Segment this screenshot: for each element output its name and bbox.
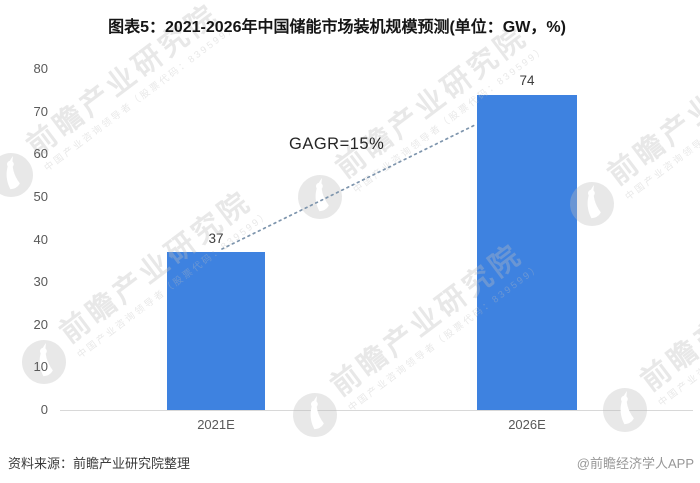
qianzhan-logo-icon xyxy=(0,153,33,197)
qianzhan-logo-icon xyxy=(298,175,342,219)
watermark: 前瞻产业研究院 中国产业咨询领导者（股票代码：839599） xyxy=(561,24,700,235)
watermark-main-text: 前瞻产业研究院 xyxy=(635,233,700,398)
source-note: 资料来源：前瞻产业研究院整理 xyxy=(8,456,191,471)
y-tick-label: 70 xyxy=(33,103,48,119)
y-tick-label: 10 xyxy=(33,359,48,375)
y-tick-label: 50 xyxy=(33,188,48,204)
qianzhan-logo-icon xyxy=(21,340,66,384)
footer: 资料来源：前瞻产业研究院整理 @前瞻经济学人APP xyxy=(8,453,694,472)
x-axis-line xyxy=(60,410,693,411)
bar-value-label: 37 xyxy=(208,231,224,247)
qianzhan-logo-icon xyxy=(293,393,337,437)
y-tick-label: 0 xyxy=(40,402,48,417)
bar-value-label: 74 xyxy=(519,73,535,89)
x-tick-2026e: 2026E xyxy=(508,417,546,432)
bar-2021e: 37 xyxy=(167,231,265,410)
y-tick-label: 60 xyxy=(33,146,48,162)
x-tick-2021e: 2021E xyxy=(197,417,235,432)
bar-rect-2026e xyxy=(477,94,577,410)
bar-rect-2021e xyxy=(167,252,265,410)
watermark-main-text: 前瞻产业研究院 xyxy=(602,27,700,192)
credit-note: @前瞻经济学人APP xyxy=(576,456,694,471)
cagr-annotation: GAGR=15% xyxy=(289,135,385,153)
y-tick-label: 80 xyxy=(33,61,48,76)
y-tick-label: 20 xyxy=(33,316,48,332)
watermark-sub-text: 中国产业咨询领导者（股票代码：839599） xyxy=(656,256,700,410)
y-tick-label: 40 xyxy=(33,231,48,247)
bar-2026e: 74 xyxy=(477,73,577,410)
chart-title: 图表5：2021-2026年中国储能市场装机规模预测(单位：GW，%) xyxy=(108,19,566,36)
watermark-sub-text: 中国产业咨询领导者（股票代码：839599） xyxy=(623,50,700,204)
y-tick-label: 30 xyxy=(33,274,48,290)
watermark-sub-text: 中国产业咨询领导者（股票代码：839599） xyxy=(42,21,240,175)
